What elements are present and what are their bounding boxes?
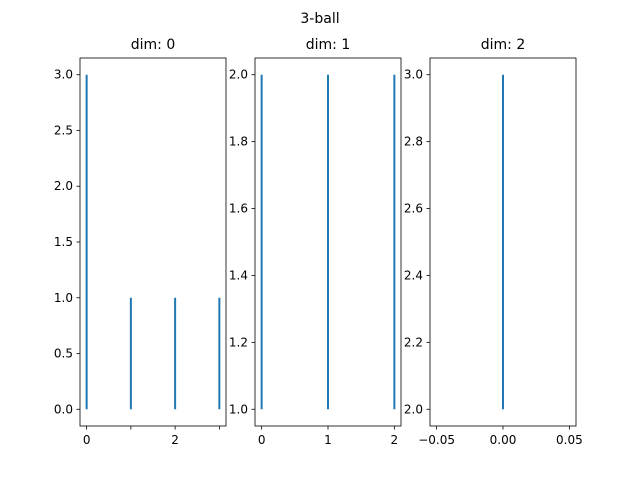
axes-frame [429, 57, 577, 427]
y-tick-label: 2.2 [404, 335, 423, 349]
subplot-dim-1: dim: 1 0 1 2 1.0 1.2 1.4 1.6 1.8 2.0 [229, 37, 402, 447]
y-tick-label: 1.2 [229, 335, 248, 349]
x-tick-label: 0 [258, 433, 266, 447]
y-tick-label: 1.8 [229, 135, 248, 149]
axes-frame [254, 57, 402, 427]
y-tick-label: 2.0 [54, 179, 73, 193]
y-tick-label: 1.0 [229, 402, 248, 416]
y-tick-label: 2.0 [229, 68, 248, 82]
axes-frame [79, 57, 227, 427]
y-tick-label: 2.5 [54, 123, 73, 137]
subplot-title: dim: 0 [131, 37, 176, 53]
y-tick-label: 0.0 [54, 402, 73, 416]
subplot-dim-0: dim: 0 0 2 0.0 0.5 1.0 1.5 2.0 2.5 3.0 [54, 37, 227, 447]
x-tick-label: 0.05 [556, 433, 583, 447]
y-tick-label: 1.5 [54, 235, 73, 249]
subplot-title: dim: 1 [306, 37, 351, 53]
x-tick-label: 0 [83, 433, 91, 447]
y-tick-label: 1.4 [229, 268, 248, 282]
y-tick-label: 0.5 [54, 347, 73, 361]
x-tick-label: 1 [324, 433, 332, 447]
y-tick-label: 2.8 [404, 135, 423, 149]
y-tick-label: 1.6 [229, 202, 248, 216]
y-tick-label: 3.0 [404, 68, 423, 82]
x-tick-label: 0.00 [490, 433, 517, 447]
subplot-dim-2: dim: 2 −0.05 0.00 0.05 2.0 2.2 2.4 2.6 2.8 3.0 [404, 37, 583, 447]
y-tick-label: 2.6 [404, 202, 423, 216]
y-tick-label: 3.0 [54, 68, 73, 82]
y-tick-label: 2.0 [404, 402, 423, 416]
figure-title: 3-ball [300, 11, 339, 27]
y-tick-label: 1.0 [54, 291, 73, 305]
x-tick-label: 2 [171, 433, 179, 447]
subplots: dim: 0 0 2 0.0 0.5 1.0 1.5 2.0 2.5 3.0 dim: 1 0 1 2 1.… [54, 37, 583, 447]
x-tick-label: −0.05 [418, 433, 455, 447]
x-tick-label: 2 [391, 433, 399, 447]
y-tick-label: 2.4 [404, 268, 423, 282]
subplot-title: dim: 2 [481, 37, 526, 53]
